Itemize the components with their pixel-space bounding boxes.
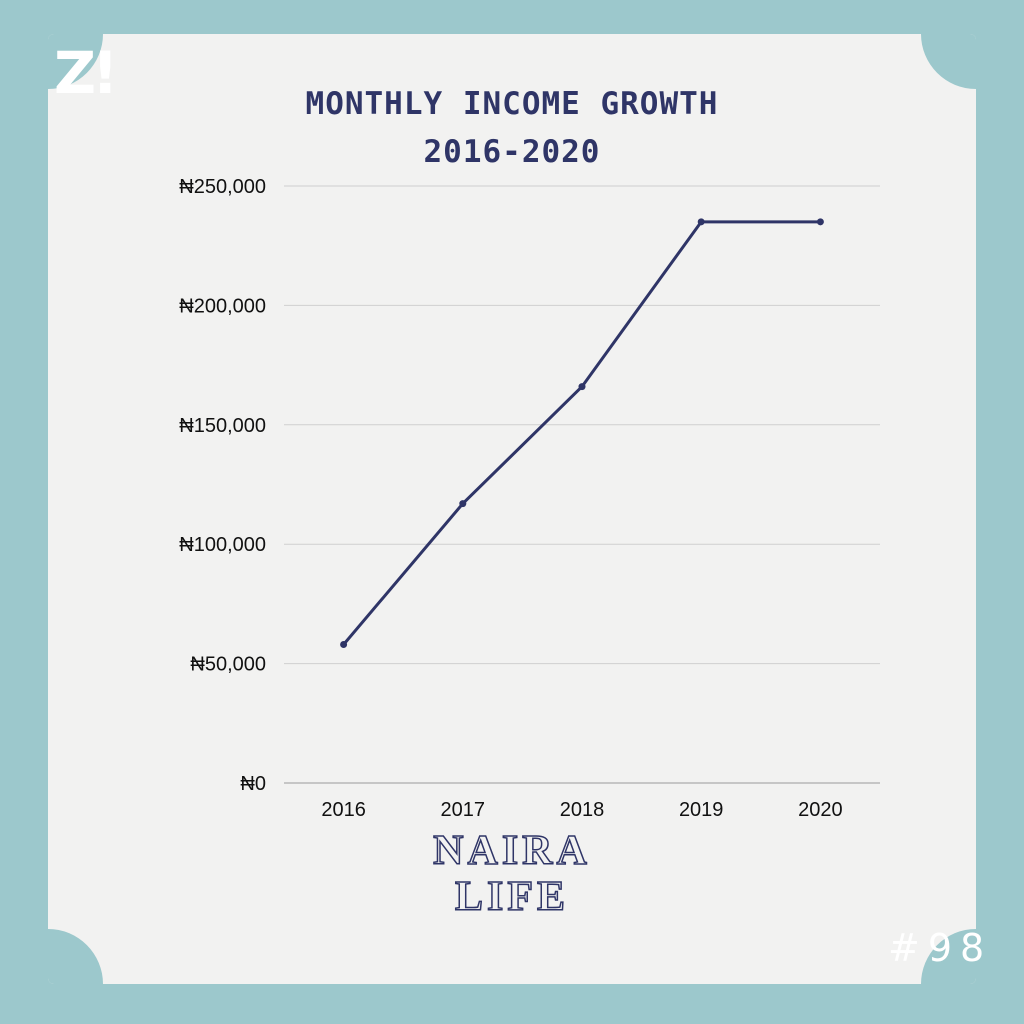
data-point [816, 218, 824, 226]
data-point [578, 383, 586, 391]
series-line [342, 220, 821, 646]
grid-lines [284, 185, 880, 784]
x-tick-label: 2017 [441, 799, 486, 821]
y-tick-label: ₦100,000 [179, 534, 266, 556]
data-point [459, 500, 467, 508]
y-tick-label: ₦250,000 [179, 176, 266, 198]
series-layer [340, 218, 824, 648]
x-tick-label: 2016 [321, 799, 366, 821]
paper-background [48, 34, 976, 984]
chart-title-line2: 2016-2020 [423, 134, 601, 170]
brand-line1: NAIRA [432, 827, 591, 875]
logo: Z! [54, 39, 118, 107]
y-tick-label: ₦200,000 [179, 295, 266, 317]
y-axis-tick-labels: ₦0 ₦50,000 ₦100,000 ₦150,000 ₦200,000 ₦250,00… [179, 176, 266, 795]
brand-line2: LIFE [454, 873, 570, 921]
chart-title: MONTHLY INCOME GROWTH 2016-2020 [0, 80, 1024, 176]
y-tick-label: ₦150,000 [179, 415, 266, 437]
data-point [340, 640, 348, 648]
issue-number: #98 [888, 926, 993, 970]
x-tick-label: 2020 [798, 799, 843, 821]
data-point [697, 218, 705, 226]
x-tick-label: 2019 [679, 799, 724, 821]
naira-life-brand: NAIRA LIFE [392, 827, 632, 921]
y-tick-label: ₦50,000 [190, 654, 266, 676]
x-axis-tick-labels: 2016 2017 2018 2019 2020 [321, 799, 842, 821]
y-tick-label: ₦0 [240, 773, 266, 795]
chart-title-line1: MONTHLY INCOME GROWTH [305, 86, 719, 122]
x-tick-label: 2018 [560, 799, 605, 821]
